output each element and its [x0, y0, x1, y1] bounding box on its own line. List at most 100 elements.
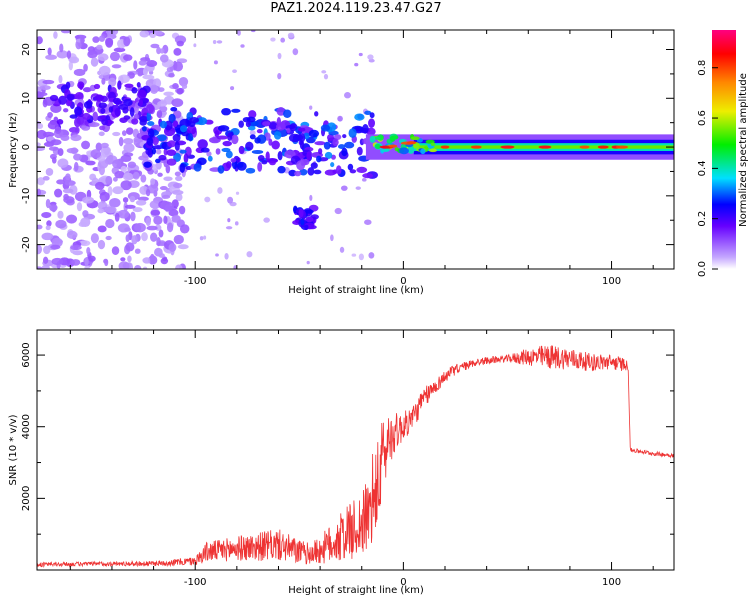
spectrogram-blob	[269, 161, 276, 166]
spectrogram-blob	[37, 224, 43, 230]
spectrogram-blob	[256, 129, 263, 134]
spectrogram-blob	[66, 230, 78, 239]
spectrogram-blob	[98, 102, 107, 109]
spectrogram-blob	[344, 92, 351, 99]
snr-x-tick-label: -100	[184, 577, 207, 588]
spectrogram-blob	[45, 225, 51, 231]
spectrogram-blob	[410, 136, 420, 141]
spectrogram-blob	[101, 77, 106, 85]
spectrogram-blob	[55, 219, 67, 229]
spectrogram-blob	[95, 181, 105, 190]
spectrogram-blob	[107, 30, 119, 36]
spectrogram-blob	[196, 117, 208, 126]
spectrogram-blob	[100, 142, 109, 149]
spectrogram-blob	[60, 30, 71, 34]
spectrogram-blob	[143, 161, 152, 168]
spectrogram-blob	[70, 245, 82, 251]
spectrogram-blob	[163, 91, 174, 97]
spectrogram-blob	[347, 163, 354, 171]
spectrogram-blob	[237, 161, 247, 171]
spectrogram-blob	[79, 240, 91, 247]
spectrogram-blob	[37, 129, 47, 140]
spectrogram-blob	[270, 37, 276, 42]
spectrogram-blob	[146, 111, 152, 122]
spectrogram-blob	[348, 128, 357, 138]
spectrogram-blob	[74, 92, 84, 100]
spectrogram-blob	[142, 74, 155, 80]
spectrogram-blob	[127, 161, 137, 169]
spectrogram-blob	[199, 236, 204, 241]
spectrogram-blob	[120, 165, 127, 173]
spectrogram-blob	[161, 194, 171, 199]
spectrogram-blob	[257, 161, 263, 172]
spectrogram-blob	[330, 162, 335, 168]
spectrogram-blob	[81, 140, 91, 150]
spectrogram-x-tick-label: -100	[184, 276, 207, 287]
spectrogram-blob	[247, 125, 256, 131]
spectrogram-blob	[324, 151, 333, 159]
spectrogram-blob	[50, 244, 61, 250]
spectrogram-blob	[132, 207, 143, 213]
colorbar-gradient	[712, 30, 736, 269]
spectrogram-blob	[137, 89, 147, 99]
spectrogram-blob	[175, 175, 183, 182]
spectrogram-blob	[356, 146, 363, 156]
spectrogram-blob	[286, 127, 291, 134]
spectrogram-blob	[76, 202, 83, 212]
spectrogram-blob	[216, 135, 229, 140]
spectrogram-blob	[41, 211, 52, 219]
spectrogram-blob	[37, 188, 42, 197]
spectrogram-blob	[231, 108, 241, 113]
spectrogram-blob	[117, 223, 130, 233]
spectrogram-blob	[104, 206, 117, 214]
spectrogram-blob	[79, 83, 84, 90]
spectrogram-blob	[105, 37, 114, 48]
spectrogram-blob	[85, 160, 96, 166]
spectrogram-blob	[320, 124, 331, 132]
spectrogram-blob	[90, 233, 99, 244]
spectrogram-blob	[261, 160, 268, 165]
spectrogram-blob	[78, 221, 87, 227]
spectrogram-blob	[271, 140, 280, 150]
spectrogram-blob	[54, 126, 62, 134]
spectrogram-y-tick-label: 0	[21, 144, 32, 150]
spectrogram-blob	[306, 151, 312, 161]
snr-y-tick-label: 6000	[21, 342, 32, 367]
spectrogram-blob	[440, 145, 450, 149]
spectrogram-blob	[37, 91, 42, 97]
spectrogram-blob	[227, 132, 233, 141]
spectrogram-blob	[323, 73, 329, 80]
spectrogram-blob	[138, 99, 144, 106]
spectrogram-blob	[250, 30, 256, 33]
spectrogram-blob	[63, 108, 69, 113]
spectrogram-blob	[381, 148, 390, 153]
spectrogram-blob	[141, 232, 148, 242]
spectrogram-blob	[334, 207, 342, 215]
spectrogram-y-tick-label: -10	[21, 188, 32, 204]
spectrogram-blob	[235, 191, 240, 195]
spectrogram-blob	[217, 165, 225, 174]
spectrogram-blob	[123, 54, 133, 61]
spectrogram-blob	[245, 141, 254, 151]
spectrogram-heatmap	[37, 30, 674, 269]
spectrogram-blob	[133, 60, 138, 70]
spectrogram-blob	[470, 145, 482, 149]
spectrogram-blob	[105, 175, 113, 185]
spectrogram-blob	[225, 150, 233, 159]
spectrogram-blob	[42, 256, 49, 264]
spectrogram-blob	[277, 150, 283, 161]
spectrogram-blob	[83, 101, 93, 109]
spectrogram-blob	[138, 60, 147, 66]
spectrogram-blob	[104, 258, 109, 267]
spectrogram-blob	[245, 120, 251, 128]
spectrogram-blob	[428, 148, 437, 153]
spectrogram-blob	[217, 187, 223, 194]
spectrogram-blob	[309, 105, 313, 110]
spectrogram-blob	[66, 93, 75, 101]
spectrogram-blob	[407, 147, 415, 154]
spectrogram-blob	[292, 48, 299, 56]
spectrogram-blob	[114, 170, 125, 179]
spectrogram-blob	[112, 159, 122, 169]
spectrogram-blob	[249, 134, 256, 140]
spectrogram-blob	[57, 158, 69, 168]
